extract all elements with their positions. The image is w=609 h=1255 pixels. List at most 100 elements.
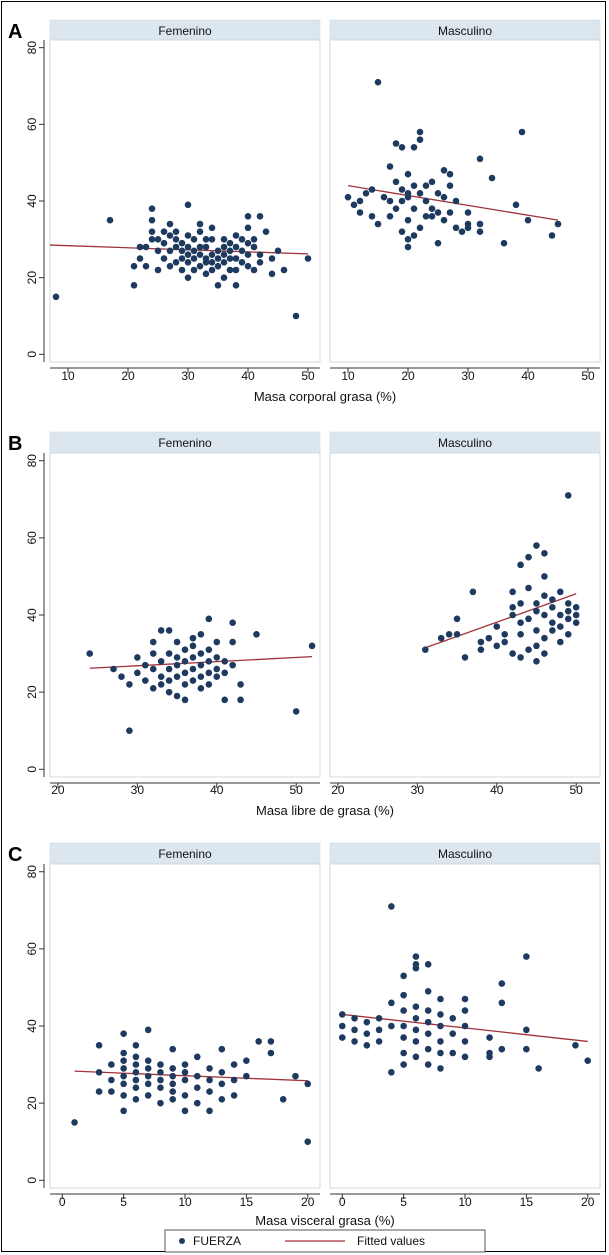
data-point — [108, 1088, 115, 1095]
data-point — [226, 255, 234, 262]
y-tick-label: 60 — [25, 531, 39, 545]
data-point — [262, 228, 270, 235]
x-tick-label: 10 — [61, 369, 75, 383]
data-point — [184, 232, 192, 239]
data-point — [250, 266, 258, 274]
data-point — [218, 1068, 226, 1076]
data-point — [132, 1095, 140, 1103]
data-point — [437, 995, 444, 1003]
data-point — [181, 646, 189, 654]
data-point — [205, 669, 213, 677]
x-tick-label: 40 — [241, 369, 255, 383]
data-point — [525, 553, 532, 561]
data-point — [196, 243, 204, 251]
data-point — [509, 588, 516, 596]
data-point — [154, 247, 162, 255]
data-point — [197, 650, 205, 657]
data-point — [165, 677, 173, 684]
data-point — [461, 995, 469, 1003]
x-tick-label: 30 — [181, 369, 195, 383]
data-point — [149, 650, 157, 657]
data-point — [464, 224, 472, 232]
data-point — [214, 282, 222, 289]
data-point — [501, 630, 509, 638]
data-point — [404, 216, 412, 224]
data-point — [120, 1072, 127, 1080]
data-point — [446, 209, 454, 216]
data-point — [238, 236, 246, 243]
data-point — [410, 232, 418, 239]
x-tick-label: 10 — [178, 1195, 192, 1209]
data-point — [178, 239, 186, 247]
data-point — [154, 236, 162, 243]
data-point — [351, 1014, 358, 1022]
data-point — [437, 1065, 444, 1072]
data-point — [564, 630, 572, 638]
data-point — [434, 209, 442, 216]
data-point — [461, 1007, 469, 1014]
data-point — [424, 1030, 432, 1038]
data-point — [280, 266, 288, 274]
data-point — [144, 1057, 152, 1065]
data-point — [232, 243, 240, 251]
facet-masculino: Masculino 10 20 30 40 50 — [329, 19, 601, 383]
data-point — [268, 270, 276, 278]
data-point — [190, 266, 198, 274]
data-point — [572, 603, 580, 611]
data-point — [181, 657, 189, 665]
data-point — [173, 692, 181, 700]
data-point — [196, 251, 204, 258]
data-point — [412, 1026, 420, 1034]
x-tick-label: 0 — [59, 1195, 66, 1209]
data-point — [453, 630, 461, 638]
data-point — [229, 638, 236, 646]
data-point — [230, 1092, 238, 1099]
data-point — [556, 638, 564, 646]
x-tick-label: 10 — [458, 1195, 472, 1209]
y-tick-label: 80 — [25, 41, 39, 55]
data-point — [120, 1049, 127, 1057]
data-point — [184, 251, 192, 258]
y-tick-label: 40 — [25, 194, 39, 208]
data-point — [564, 600, 572, 607]
data-point — [535, 1065, 542, 1072]
data-point — [404, 190, 412, 197]
data-point — [512, 201, 520, 209]
data-point — [449, 1049, 457, 1057]
data-point — [136, 255, 144, 262]
data-point — [434, 190, 442, 197]
data-point — [213, 665, 221, 673]
data-point — [197, 684, 205, 692]
data-point — [206, 1076, 213, 1084]
data-point — [193, 1072, 201, 1080]
data-point — [126, 727, 133, 735]
data-point — [404, 243, 412, 251]
data-point — [533, 627, 540, 634]
data-point — [206, 1107, 213, 1115]
data-point — [533, 542, 540, 549]
data-point — [220, 259, 228, 266]
data-point — [142, 243, 150, 251]
data-point — [214, 255, 222, 262]
data-point — [206, 1088, 213, 1095]
plot-area — [49, 863, 321, 1189]
data-point — [424, 987, 432, 995]
y-tick-label: 20 — [25, 685, 39, 699]
data-point — [452, 197, 460, 205]
data-point — [440, 193, 448, 201]
data-point — [368, 186, 376, 193]
fitted-line — [347, 185, 559, 221]
data-point — [120, 1092, 127, 1099]
x-axis-title: Masa corporal grasa (%) — [254, 389, 396, 404]
data-point — [173, 638, 181, 646]
data-point — [173, 654, 181, 661]
facet-title: Masculino — [438, 24, 492, 38]
data-point — [437, 634, 445, 642]
data-point — [351, 1026, 358, 1034]
data-point — [230, 1061, 238, 1068]
plot-area — [49, 39, 321, 363]
data-point — [412, 1003, 420, 1011]
data-point — [243, 1072, 250, 1080]
data-point — [437, 1022, 444, 1030]
data-point — [144, 1072, 152, 1080]
